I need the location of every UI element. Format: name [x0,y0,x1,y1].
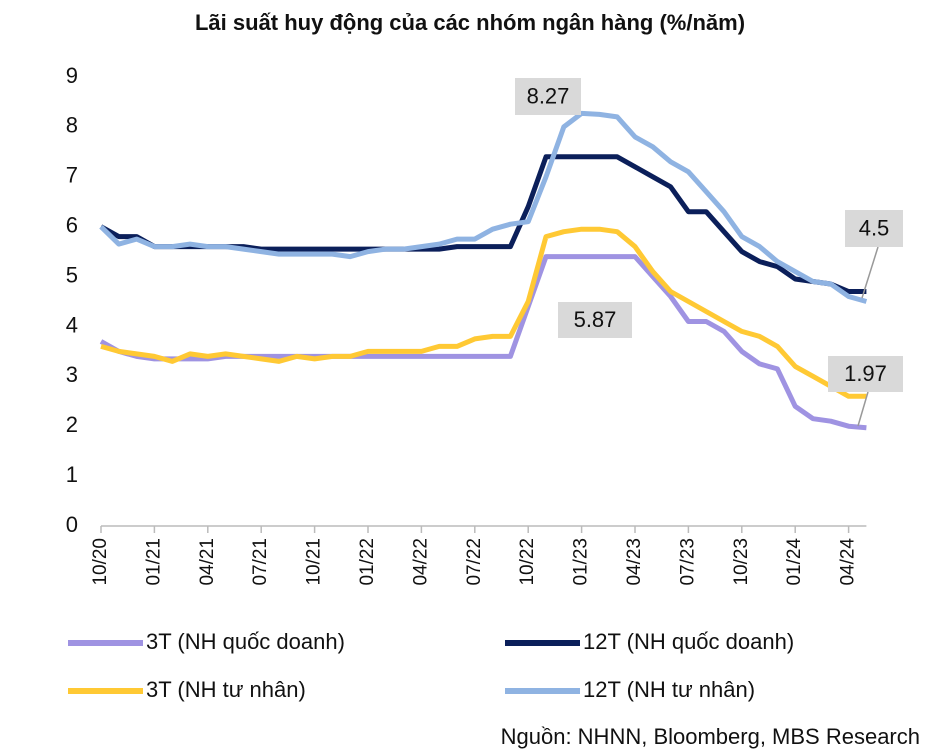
x-tick-label: 10/21 [304,538,325,586]
x-tick-label: 04/21 [197,538,218,586]
series-line [100,226,867,399]
annotation-leader [857,391,869,427]
y-tick-label: 2 [66,412,78,437]
annotation-label: 4.5 [859,215,890,240]
legend-label: 12T (NH quốc doanh) [583,629,794,654]
annotation-box [515,78,581,115]
annotation-label: 8.27 [527,83,570,108]
y-tick-label: 0 [66,512,78,537]
legend-label: 3T (NH tư nhân) [146,677,306,702]
x-tick-label: 04/23 [624,538,645,586]
series-line [99,110,868,304]
x-tick-label: 10/22 [517,538,538,586]
chart-title: Lãi suất huy động của các nhóm ngân hàng… [195,10,745,35]
x-tick-label: 01/22 [357,538,378,586]
x-tick-label: 01/23 [571,538,592,586]
x-tick-label: 07/23 [677,538,698,586]
y-tick-label: 6 [66,212,78,237]
x-tick-label: 10/20 [90,538,111,586]
series-line [99,154,867,294]
x-tick-label: 01/24 [784,538,805,586]
legend-label: 3T (NH quốc doanh) [146,629,345,654]
annotation-leader [861,246,879,299]
x-tick-label: 01/21 [143,538,164,586]
y-tick-label: 1 [66,462,78,487]
x-tick-label: 04/24 [838,538,859,586]
legend-label: 12T (NH tư nhân) [583,677,755,702]
series-line [99,254,867,431]
y-tick-label: 7 [66,163,78,188]
x-tick-label: 04/22 [410,538,431,586]
x-tick-label: 10/23 [731,538,752,586]
annotation-label: 5.87 [574,307,617,332]
y-tick-label: 8 [66,113,78,138]
y-tick-label: 5 [66,262,78,287]
annotation-box [828,356,903,392]
x-tick-label: 07/21 [250,538,271,586]
source-note: Nguồn: NHNN, Bloomberg, MBS Research [501,724,920,749]
annotation-label: 1.97 [844,361,887,386]
annotation-box [845,210,903,247]
y-tick-label: 3 [66,362,78,387]
annotation-box [558,302,632,338]
y-tick-label: 4 [66,312,78,337]
x-tick-label: 07/22 [464,538,485,586]
y-tick-label: 9 [66,63,78,88]
